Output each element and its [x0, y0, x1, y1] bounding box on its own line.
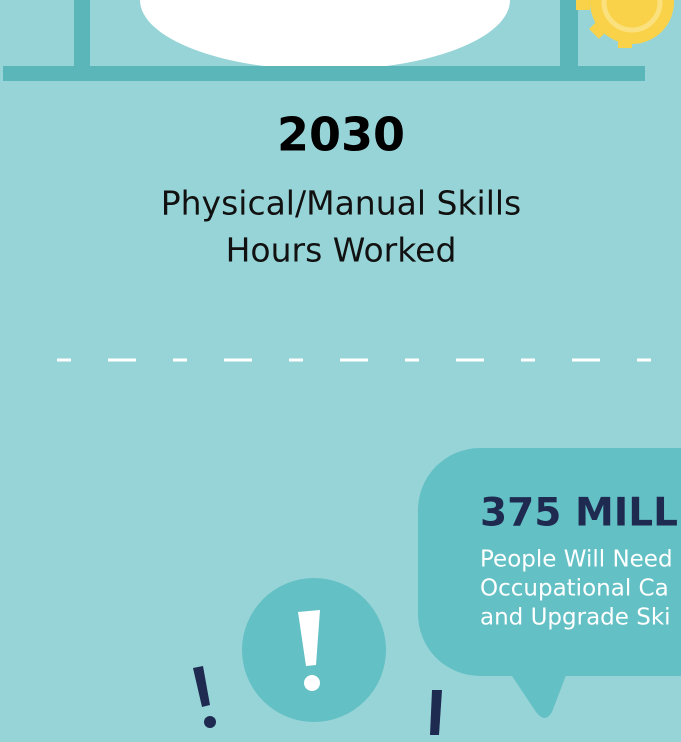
- callout-line: People Will Need: [480, 547, 673, 573]
- frame-post: [74, 0, 90, 70]
- year: 2030: [277, 108, 405, 162]
- callout-line: and Upgrade Ski: [480, 605, 671, 631]
- subtitle-line: Hours Worked: [226, 231, 457, 270]
- frame-post: [560, 0, 578, 70]
- callout-figure: 375 MILLI: [480, 491, 681, 536]
- page: 2030 Physical/Manual Skills Hours Worked…: [0, 0, 681, 742]
- infographic: 2030 Physical/Manual Skills Hours Worked…: [0, 0, 681, 742]
- alert-icon: [242, 578, 386, 722]
- subtitle-line: Physical/Manual Skills: [161, 184, 522, 223]
- callout-line: Occupational Ca: [480, 576, 669, 602]
- frame-bar: [3, 66, 645, 81]
